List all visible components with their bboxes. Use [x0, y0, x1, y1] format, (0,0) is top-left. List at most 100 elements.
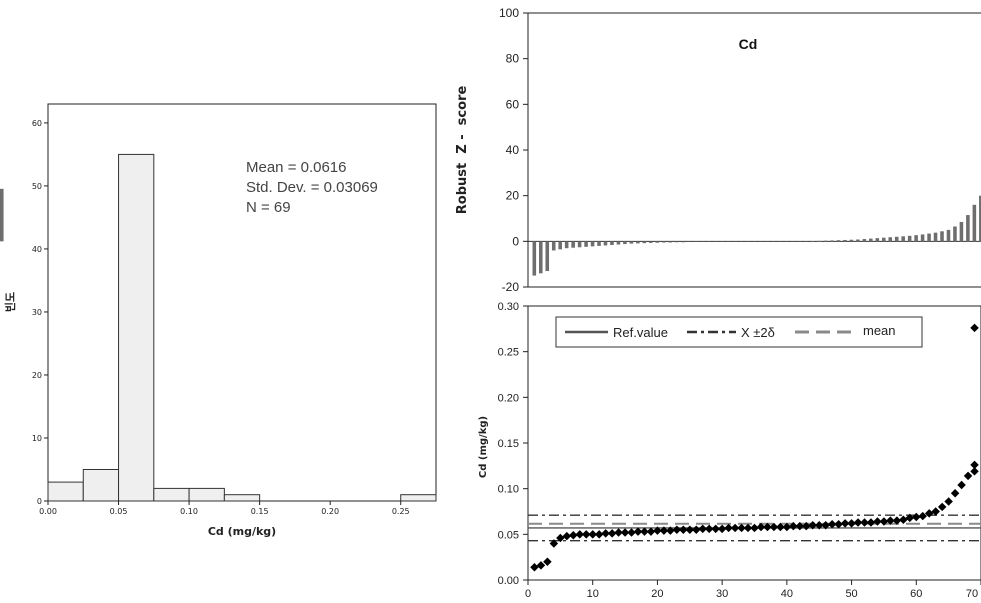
- scatter-point-27: [698, 524, 707, 534]
- scatter-point-67: [957, 480, 966, 490]
- scatter-point-18: [640, 527, 649, 536]
- histogram-x-tick-label: 0.00: [39, 507, 57, 516]
- zscore-bar-35: [752, 241, 757, 242]
- zscore-bar-69: [972, 204, 977, 242]
- scatter-point-2: [536, 561, 546, 570]
- zscore-bar-11: [597, 241, 601, 246]
- scatter-point-35: [750, 523, 759, 533]
- zscore-bar-39: [778, 241, 783, 242]
- zscore-bar-9: [584, 241, 588, 247]
- zscore-bar-2: [539, 241, 543, 274]
- zscore-bar-7: [571, 241, 575, 248]
- scatter-point-42: [795, 521, 805, 531]
- zscore-bar-5: [558, 241, 562, 250]
- legend: Ref.value X ±2δ mean: [555, 316, 923, 348]
- scatter-point-70: [970, 460, 979, 470]
- zscore-bar-23: [674, 241, 679, 243]
- zscore-bar-36: [759, 241, 763, 242]
- scatter-point-40: [782, 522, 792, 532]
- zscore-bar-46: [823, 240, 828, 242]
- scatter-y-tick-label: 0.10: [498, 484, 519, 496]
- zscore-bar-37: [765, 241, 770, 242]
- scatter-point-25: [685, 525, 695, 535]
- scatter-x-tick-label: 30: [716, 588, 728, 600]
- zscore-bar-68: [966, 215, 970, 242]
- scatter-point-14: [614, 528, 623, 537]
- zscore-bar-64: [940, 231, 944, 242]
- zscore-y-tick-label: 40: [506, 143, 520, 157]
- scatter-x-tick-label: 10: [587, 588, 599, 600]
- zscore-bar-29: [713, 241, 718, 242]
- zscore-bar-47: [830, 240, 834, 242]
- zscore-bar-40: [784, 241, 789, 242]
- scatter-point-24: [679, 525, 688, 535]
- scatter-point-10: [588, 530, 597, 539]
- zscore-bar-6: [564, 241, 569, 249]
- zscore-y-ticks: -20 0 20 40 60 80 100: [499, 6, 528, 294]
- zscore-bar-55: [881, 237, 886, 242]
- zscore-bars: [0, 188, 981, 276]
- zscore-y-tick-label: 60: [506, 97, 520, 111]
- scatter-point-69: [970, 467, 979, 476]
- zscore-bar-14: [616, 241, 621, 245]
- histogram-bar-2: [118, 153, 155, 502]
- histogram-y-axis-title: 빈도: [3, 292, 17, 312]
- zscore-bar-24: [681, 241, 685, 243]
- scatter-point-48: [834, 520, 843, 529]
- scatter-point-3: [543, 557, 552, 566]
- histogram-bar-1: [82, 468, 120, 502]
- scatter-point-23: [672, 525, 682, 535]
- scatter-point-68: [963, 471, 973, 481]
- scatter-point-50: [847, 519, 856, 528]
- zscore-y-tick-label: 20: [506, 189, 520, 203]
- scatter-y-ticks: 0.00 0.05 0.10 0.15 0.20 0.25 0.30: [498, 301, 528, 587]
- zscore-title: Cd: [739, 36, 758, 52]
- zscore-bar-12: [603, 241, 608, 246]
- scatter-y-axis-title: Cd (mg/kg): [478, 416, 489, 478]
- scatter-point-51: [853, 518, 863, 527]
- histogram-y-tick-label: 50: [32, 182, 42, 191]
- scatter-point-16: [627, 528, 636, 537]
- scatter-point-46: [821, 520, 830, 530]
- scatter-point-38: [769, 522, 779, 532]
- scatter-point-6: [562, 531, 572, 541]
- zscore-bar-21: [661, 241, 666, 243]
- scatter-point-19: [646, 527, 656, 536]
- scatter-point-22: [666, 526, 675, 535]
- scatter-point-31: [724, 523, 733, 533]
- zscore-bar-60: [914, 235, 918, 242]
- zscore-bar-70: [979, 195, 981, 242]
- legend-x-2d: X ±2δ: [741, 325, 775, 340]
- zscore-bar-27: [700, 241, 705, 242]
- zscore-bar-1: [532, 241, 537, 276]
- scatter-y-tick-label: 0.00: [498, 575, 519, 587]
- scatter-point-71: [970, 323, 979, 333]
- scatter-point-57: [892, 516, 902, 525]
- histogram-bar-0: [47, 481, 84, 502]
- zscore-bar-48: [836, 240, 841, 242]
- histogram-x-tick-label: 0.05: [110, 507, 128, 516]
- zscore-bar-67: [959, 221, 964, 242]
- legend-mean: mean: [863, 323, 896, 338]
- scatter-x-tick-label: 60: [910, 588, 922, 600]
- zscore-bar-19: [649, 241, 653, 243]
- zscore-bar-31: [726, 241, 731, 242]
- scatter-x-tick-label: 40: [781, 588, 793, 600]
- zscore-bar-54: [875, 238, 880, 242]
- histogram-bar-4: [188, 487, 225, 502]
- scatter-point-45: [814, 520, 824, 530]
- scatter-point-58: [899, 515, 908, 524]
- scatter-point-8: [575, 530, 585, 539]
- histogram-y-ticks: 0 10 20 30 40 50 60: [32, 119, 48, 506]
- histogram-x-axis-title: Cd (mg/kg): [208, 525, 276, 538]
- zscore-chart: -20 0 20 40 60 80 100 Cd Robust Z - score: [0, 6, 981, 294]
- scatter-point-55: [879, 517, 889, 526]
- scatter-point-65: [944, 497, 953, 506]
- scatter-point-32: [730, 523, 740, 533]
- histogram-x-tick-label: 0.25: [392, 507, 410, 516]
- scatter-point-30: [717, 524, 727, 534]
- zscore-bar-43: [804, 241, 808, 242]
- scatter-y-tick-label: 0.15: [498, 438, 519, 450]
- zscore-bar-30: [720, 241, 724, 242]
- zscore-bar-45: [817, 240, 821, 242]
